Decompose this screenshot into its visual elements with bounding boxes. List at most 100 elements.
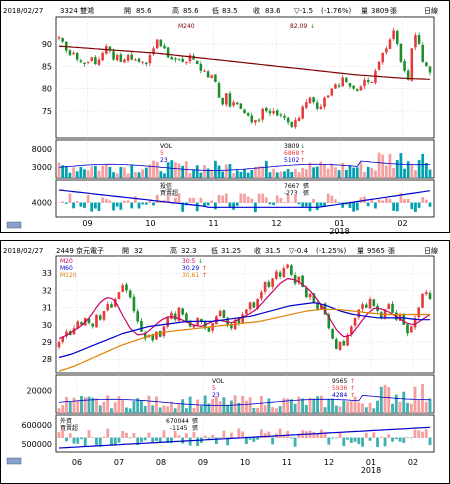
chart-2-candle-body xyxy=(222,310,226,318)
chart-1-high-label: 高 xyxy=(172,6,179,15)
chart-2-m120-line xyxy=(58,308,430,372)
chart-2-month-label: 09 xyxy=(198,458,208,467)
chart-2-candle-body xyxy=(379,312,383,318)
chart-1-volume-bar xyxy=(137,172,141,178)
chart-1-investor-bar xyxy=(359,197,363,203)
chart-1-candle-body xyxy=(170,57,174,60)
chart-2-investor-bar xyxy=(117,437,121,443)
chart-2-candle-body xyxy=(61,336,65,342)
chart-2-scroll-handle[interactable] xyxy=(6,457,22,465)
chart-2-candle-body xyxy=(361,304,364,309)
chart-1-volume-bar xyxy=(217,165,221,178)
chart-1-candle-body xyxy=(123,59,126,63)
chart-1-investor-bar xyxy=(326,193,330,203)
chart-1-volume-bar xyxy=(312,167,315,178)
chart-2-volume-bar xyxy=(331,398,334,413)
chart-1-volume-bar xyxy=(112,172,115,178)
chart-1-candle-body xyxy=(275,110,279,116)
chart-1: 2018/02/27 3324 雙鴻 開 85.6 高 85.6 低 83.5 … xyxy=(0,0,450,236)
chart-2-volume-bar xyxy=(125,407,128,413)
chart-1-candle-body xyxy=(112,51,115,60)
chart-1-candle-body xyxy=(395,30,399,44)
chart-1-investor-bar xyxy=(210,200,214,203)
chart-2-year-label: 2018 xyxy=(361,466,381,475)
chart-2-investor-bar xyxy=(271,437,275,445)
chart-1-volume-bar xyxy=(286,169,290,178)
chart-2-date: 2018/02/27 xyxy=(3,247,43,255)
chart-2-volume-bar xyxy=(391,403,394,413)
chart-2-investor-bar xyxy=(132,433,136,438)
chart-1-volume-bar xyxy=(374,170,377,178)
chart-1-volume-bar xyxy=(308,162,312,178)
chart-1-volume-bar xyxy=(384,165,388,178)
chart-1-investor-bar xyxy=(388,199,392,203)
chart-2-candle-body xyxy=(331,328,334,339)
chart-2-volume-bar xyxy=(166,406,170,413)
chart-1-investor-bar xyxy=(141,202,145,205)
chart-1-investor-bar xyxy=(174,197,177,203)
chart-2-price-tick: 33 xyxy=(42,269,52,278)
chart-1-investor-bar xyxy=(334,199,337,203)
chart-2-candle-body xyxy=(143,332,147,339)
chart-1-investor-unit: 張 xyxy=(303,183,309,190)
chart-2-volume-bar xyxy=(83,397,87,413)
chart-2-volume-bar xyxy=(256,408,260,413)
chart-2-volume-bar xyxy=(387,387,391,413)
chart-2-candle-body xyxy=(65,331,68,337)
chart-2-candle-body xyxy=(98,315,102,320)
chart-1-volume-ma-line xyxy=(58,160,431,171)
chart-2-investor-bar xyxy=(218,437,222,439)
chart-2-investor-bar xyxy=(331,437,334,439)
chart-2-m60-line xyxy=(58,301,430,359)
chart-2-investor-bar xyxy=(263,433,267,438)
chart-2-candle-body xyxy=(421,293,424,308)
chart-2-candle-body xyxy=(155,331,158,340)
chart-1-scroll-handle[interactable] xyxy=(6,221,22,229)
chart-1-volume-bar xyxy=(381,154,385,178)
chart-2-investor-bar xyxy=(87,430,91,438)
chart-1-candle-body xyxy=(265,107,268,112)
chart-1-candle-body xyxy=(279,114,283,116)
chart-1-volume-bar xyxy=(123,167,126,178)
chart-1-volume-bar xyxy=(163,173,166,178)
chart-2-volume-bar xyxy=(237,402,241,413)
chart-2-investor-line xyxy=(58,426,431,449)
chart-2-investor-bar xyxy=(297,433,301,438)
chart-2-investor-tick: 600000 xyxy=(21,421,52,430)
chart-1-volume-bar xyxy=(410,163,414,178)
chart-2-volume-bar xyxy=(106,395,110,413)
chart-1-investor-bar xyxy=(301,202,305,207)
chart-1-vol-legend-name: VOL xyxy=(160,143,173,150)
chart-2-volume-bar xyxy=(151,405,155,413)
chart-2-m120-value: 30.61 xyxy=(182,272,199,279)
chart-1-candle-body xyxy=(399,43,403,62)
chart-1-investor-bar xyxy=(214,202,217,210)
chart-2-vol5-value: 5936 xyxy=(332,385,347,392)
chart-2-price-panel xyxy=(55,255,435,374)
chart-1-volume-bar xyxy=(134,172,137,178)
chart-2-vol-legend-dir: ↑ xyxy=(350,378,355,385)
chart-2-candle-body xyxy=(335,339,338,349)
chart-2-month-label: 11 xyxy=(282,458,292,467)
chart-1-investor-unit2: 張 xyxy=(303,190,309,197)
chart-2-investor-bar xyxy=(252,437,256,442)
chart-1-candle-body xyxy=(370,81,374,83)
chart-1-investor-bar xyxy=(268,202,272,205)
chart-2-volume-bar xyxy=(383,384,387,413)
chart-2-candle-body xyxy=(241,314,244,323)
chart-2-candle-body xyxy=(271,278,274,287)
chart-1-volume-bar xyxy=(119,166,123,178)
chart-2-month-label: 06 xyxy=(72,458,82,467)
chart-1-volume-bar xyxy=(101,165,105,178)
chart-1-investor-bar xyxy=(104,198,108,203)
chart-2-high-value: 32.3 xyxy=(181,247,197,255)
chart-1-candle-body xyxy=(155,39,159,49)
chart-2-price-tick: 28 xyxy=(42,355,52,364)
chart-1-investor-bar xyxy=(279,197,283,203)
chart-2-m20-line xyxy=(58,277,431,340)
chart-2-m20-name: M20 xyxy=(60,258,73,265)
chart-2-investor-bar xyxy=(406,437,409,438)
chart-2-candle-body xyxy=(76,321,80,329)
chart-2-stock-name: 2449 京元電子 xyxy=(56,246,104,255)
chart-1-low-label: 低 xyxy=(212,6,219,15)
